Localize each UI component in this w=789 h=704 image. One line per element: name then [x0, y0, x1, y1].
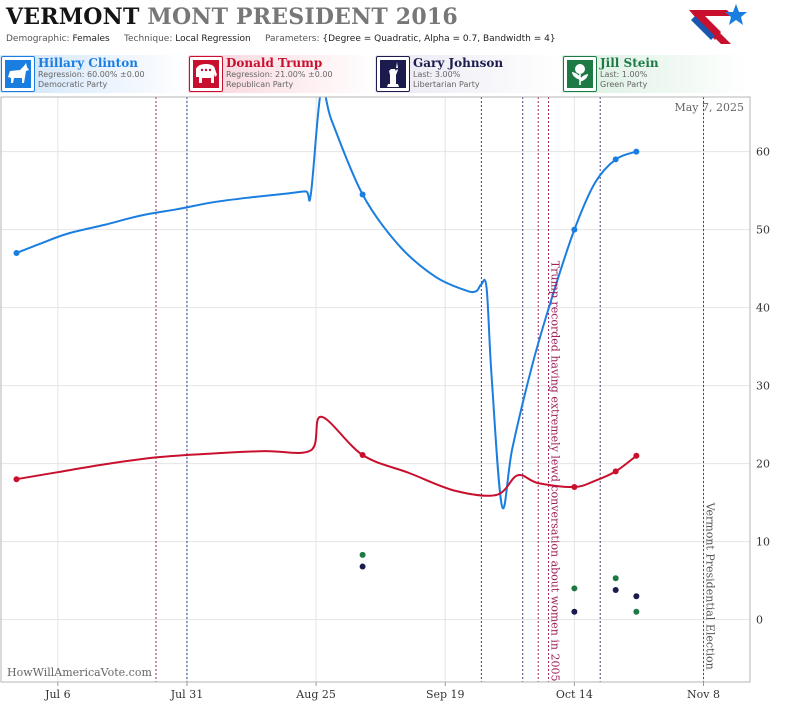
series-layer: [13, 97, 640, 615]
candidate-legend: Hillary Clinton Regression: 60.00% ±0.00…: [0, 55, 789, 95]
page-title: VERMONT MONT PRESIDENT 2016: [6, 4, 458, 30]
liberty-statue-icon: [376, 56, 410, 92]
legend-name: Hillary Clinton: [38, 56, 138, 70]
polling-chart: 0 10 20 30 40 50 60 Jul 6 Jul 31 Aug 25 Sep 19 Oct …: [0, 96, 770, 701]
y-tick-label: 0: [756, 614, 763, 627]
series-line-donald-trump: [16, 415, 638, 497]
event-annotation: Vermont Presidential Election: [704, 502, 717, 670]
parameters-line: Demographic: Females Technique: Local Re…: [6, 34, 556, 44]
legend-item-clinton: Hillary Clinton Regression: 60.00% ±0.00…: [0, 55, 188, 93]
star-logo-icon: [689, 4, 747, 44]
data-point-donald-trump: [571, 484, 578, 490]
axes: [0, 96, 751, 686]
y-tick-label: 60: [756, 146, 770, 159]
demographic-label: Demographic:: [6, 34, 70, 44]
data-point-hillary-clinton: [571, 226, 578, 233]
title-state: VERMONT: [6, 4, 140, 30]
legend-name: Jill Stein: [600, 56, 659, 70]
event-annotation: Trump recorded having extremely lewd con…: [549, 261, 562, 682]
legend-name: Gary Johnson: [413, 56, 504, 70]
x-tick-label: Jul 6: [44, 688, 71, 701]
legend-last: Last: 3.00% Libertarian Party: [413, 70, 480, 89]
plot-frame: [0, 96, 751, 683]
series-line-hillary-clinton: [16, 97, 637, 510]
x-tick-label: Oct 14: [556, 688, 593, 701]
data-point-jill-stein: [359, 551, 366, 558]
data-point-jill-stein: [571, 585, 578, 592]
data-point-gary-johnson: [633, 593, 640, 600]
y-tick-label: 40: [756, 302, 770, 315]
x-tick-label: Sep 19: [426, 688, 465, 701]
parameters-label: Parameters:: [264, 34, 320, 44]
title-race: MONT PRESIDENT 2016: [147, 4, 458, 30]
date-label: May 7, 2025: [674, 101, 744, 114]
y-tick-label: 30: [756, 380, 770, 393]
data-point-jill-stein: [633, 608, 640, 615]
x-tick-label: Aug 25: [295, 688, 336, 701]
technique-label: Technique:: [124, 34, 173, 44]
data-point-donald-trump: [13, 476, 20, 483]
data-point-gary-johnson: [612, 586, 619, 593]
chart-labels: 0 10 20 30 40 50 60 Jul 6 Jul 31 Aug 25 Sep 19 Oct …: [7, 101, 770, 701]
data-point-hillary-clinton: [612, 156, 619, 163]
y-tick-label: 50: [756, 224, 770, 237]
event-lines: [155, 97, 705, 682]
x-tick-label: Jul 31: [170, 688, 204, 701]
data-point-gary-johnson: [359, 563, 366, 570]
legend-item-johnson: Gary Johnson Last: 3.00% Libertarian Part…: [375, 55, 563, 93]
data-point-donald-trump: [359, 452, 366, 459]
series-clip-group: [13, 97, 640, 615]
elephant-icon: [189, 56, 223, 92]
legend-last: Last: 1.00% Green Party: [600, 70, 648, 89]
legend-item-stein: Jill Stein Last: 1.00% Green Party: [562, 55, 750, 93]
data-point-donald-trump: [633, 452, 640, 459]
data-point-gary-johnson: [571, 608, 578, 615]
demographic-value: Females: [72, 34, 110, 44]
data-point-hillary-clinton: [633, 148, 640, 155]
rose-icon: [563, 56, 597, 92]
parameters-value: {Degree = Quadratic, Alpha = 0.7, Bandwi…: [322, 34, 556, 44]
legend-item-trump: Donald Trump Regression: 21.00% ±0.00 Rep…: [188, 55, 376, 93]
x-tick-label: Nov 8: [687, 688, 720, 701]
data-point-hillary-clinton: [13, 250, 20, 256]
legend-regression: Regression: 21.00% ±0.00 Republican Party: [226, 70, 333, 89]
legend-regression: Regression: 60.00% ±0.00 Democratic Party: [38, 70, 145, 89]
data-point-jill-stein: [612, 575, 619, 582]
watermark: HowWillAmericaVote.com: [7, 666, 152, 679]
chart-header: VERMONT MONT PRESIDENT 2016 Demographic:…: [0, 0, 789, 50]
y-tick-label: 10: [756, 536, 770, 549]
technique-value: Local Regression: [175, 34, 251, 44]
data-point-donald-trump: [612, 468, 619, 475]
donkey-icon: [1, 56, 35, 92]
y-tick-label: 20: [756, 458, 770, 471]
data-point-hillary-clinton: [359, 191, 366, 198]
legend-name: Donald Trump: [226, 56, 323, 70]
